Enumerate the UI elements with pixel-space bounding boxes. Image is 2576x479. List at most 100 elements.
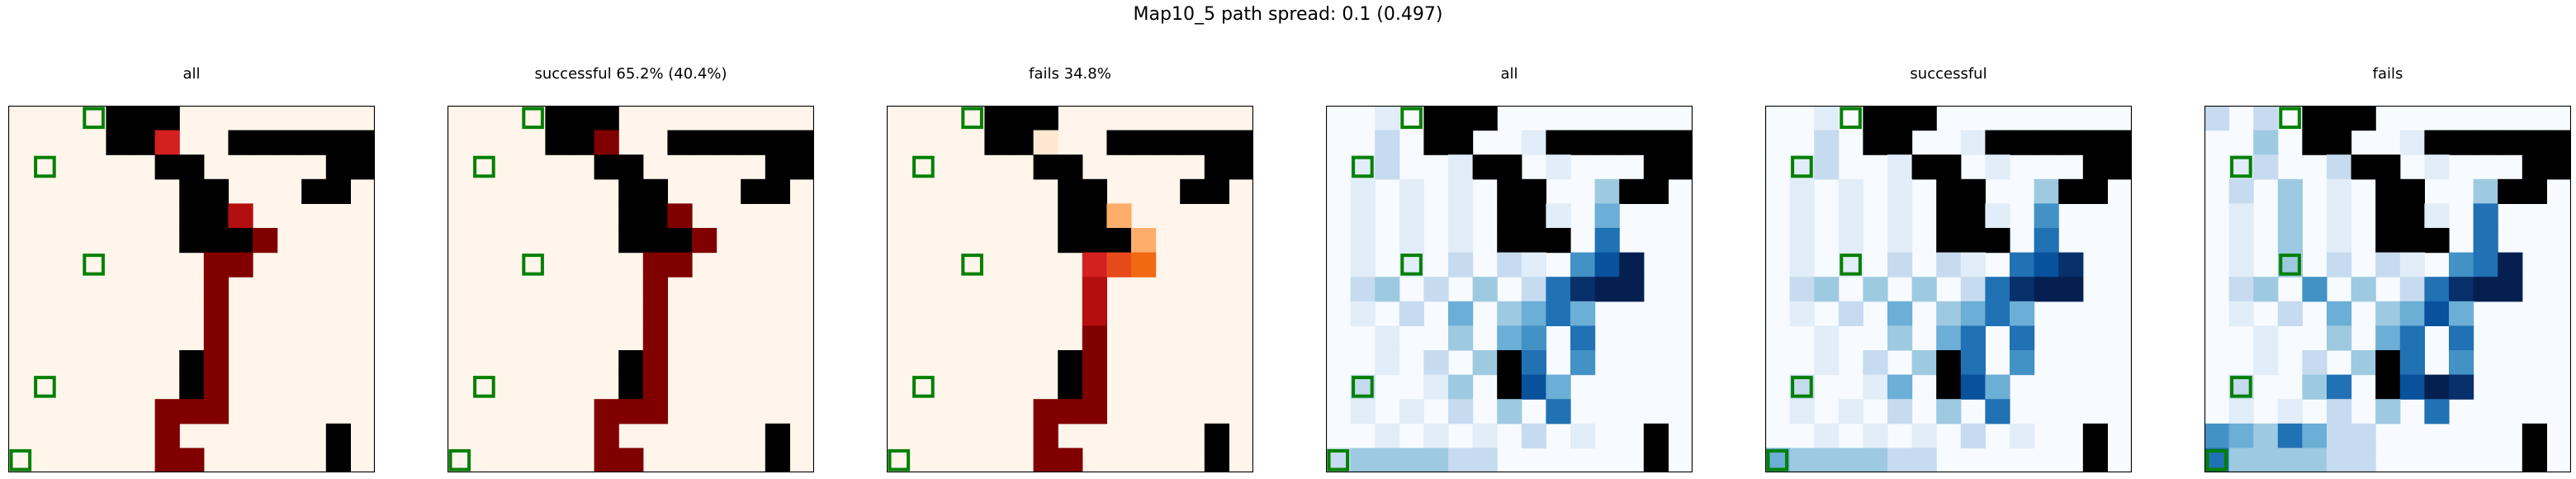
heatmap-cell (2228, 423, 2254, 448)
obstacle-cell (2424, 130, 2450, 155)
heatmap-cell (667, 203, 693, 229)
heatmap-cell (1497, 252, 1522, 277)
obstacle-cell (765, 448, 790, 472)
heatmap-cell (618, 399, 644, 424)
heatmap-cell (1058, 448, 1083, 472)
obstacle-cell (1058, 228, 1083, 254)
obstacle-cell (1643, 448, 1669, 472)
heatmap-cell (1375, 423, 1400, 448)
obstacle-cell (203, 203, 229, 229)
heatmap-cell (2424, 374, 2450, 400)
heatmap-cell (1814, 423, 1840, 448)
obstacle-cell (2302, 106, 2327, 131)
obstacle-cell (1668, 130, 1693, 155)
heatmap-cell (2034, 277, 2059, 302)
obstacle-cell (154, 106, 180, 131)
heatmap-cell (1960, 277, 1986, 302)
obstacle-cell (2473, 130, 2498, 155)
target-marker (1840, 107, 1862, 130)
heatmap-cell (203, 350, 229, 376)
obstacle-cell (1985, 130, 2010, 155)
heatmap-cell (203, 301, 229, 326)
heatmap-cell (1058, 399, 1083, 424)
plot-frame (2204, 106, 2571, 472)
heatmap-cell (2277, 228, 2303, 254)
heatmap-cell (2034, 228, 2059, 254)
obstacle-cell (2010, 130, 2035, 155)
heatmap-cell (2253, 448, 2279, 472)
obstacle-cell (1497, 178, 1522, 204)
heatmap-cell (1448, 301, 1474, 326)
obstacle-cell (228, 228, 253, 254)
heatmap-cell (2228, 399, 2254, 424)
heatmap-cell (1375, 350, 1400, 376)
heatmap-plot (1326, 106, 1693, 472)
heatmap-cell (1082, 374, 1107, 400)
heatmap-cell (1789, 252, 1815, 277)
obstacle-cell (2082, 423, 2108, 448)
obstacle-cell (2399, 228, 2425, 254)
obstacle-cell (1643, 154, 1669, 180)
heatmap-cell (1448, 178, 1474, 204)
obstacle-cell (1009, 106, 1035, 131)
heatmap-cell (2449, 350, 2474, 376)
heatmap-cell (154, 130, 180, 155)
heatmap-cell (2449, 277, 2474, 302)
obstacle-cell (1497, 350, 1522, 376)
obstacle-cell (1497, 374, 1522, 400)
heatmap-cell (1789, 399, 1815, 424)
obstacle-cell (1204, 154, 1229, 180)
heatmap-cell (1960, 325, 1986, 351)
heatmap-cell (1448, 374, 1474, 400)
heatmap-cell (2302, 350, 2327, 376)
heatmap-plot (887, 106, 1253, 472)
heatmap-svg (447, 106, 814, 472)
obstacle-cell (1936, 203, 1962, 229)
heatmap-cell (2473, 228, 2498, 254)
obstacle-cell (2058, 178, 2084, 204)
obstacle-cell (1058, 178, 1083, 204)
heatmap-cell (1936, 252, 1962, 277)
heatmap-cell (2277, 399, 2303, 424)
obstacle-cell (350, 130, 375, 155)
target-marker (9, 448, 32, 472)
obstacle-cell (1643, 178, 1669, 204)
heatmap-cell (2058, 277, 2084, 302)
plot-frame (887, 106, 1253, 472)
heatmap-cell (594, 448, 619, 472)
heatmap-cell (1838, 228, 1863, 254)
obstacle-cell (765, 130, 790, 155)
heatmap-cell (667, 252, 693, 277)
heatmap-cell (1863, 277, 1888, 302)
heatmap-cell (1033, 423, 1058, 448)
target-marker (1327, 448, 1350, 472)
heatmap-cell (1082, 252, 1107, 277)
heatmap-cell (154, 399, 180, 424)
heatmap-cell (2351, 448, 2376, 472)
heatmap-cell (1399, 301, 1424, 326)
heatmap-cell (1521, 374, 1546, 400)
heatmap-cell (1960, 301, 1986, 326)
plot-frame (8, 106, 375, 472)
heatmap-cell (1399, 448, 1424, 472)
heatmap-cell (2424, 154, 2450, 180)
obstacle-cell (1472, 154, 1498, 180)
heatmap-cell (1546, 277, 1571, 302)
target-marker (1791, 376, 1813, 398)
heatmap-svg (887, 106, 1253, 472)
obstacle-cell (106, 130, 131, 155)
obstacle-cell (1619, 178, 1645, 204)
obstacle-cell (2546, 130, 2571, 155)
heatmap-panel-5: successful (1765, 64, 2132, 472)
obstacle-cell (1131, 130, 1157, 155)
heatmap-cell (1936, 399, 1962, 424)
obstacle-cell (1497, 228, 1522, 254)
obstacle-cell (277, 130, 302, 155)
target-marker (912, 155, 935, 178)
heatmap-cell (1448, 399, 1474, 424)
target-marker (961, 107, 983, 130)
heatmap-cell (2253, 423, 2279, 448)
plot-frame (1765, 106, 2132, 472)
heatmap-cell (1594, 178, 1620, 204)
heatmap-cell (2399, 374, 2425, 400)
